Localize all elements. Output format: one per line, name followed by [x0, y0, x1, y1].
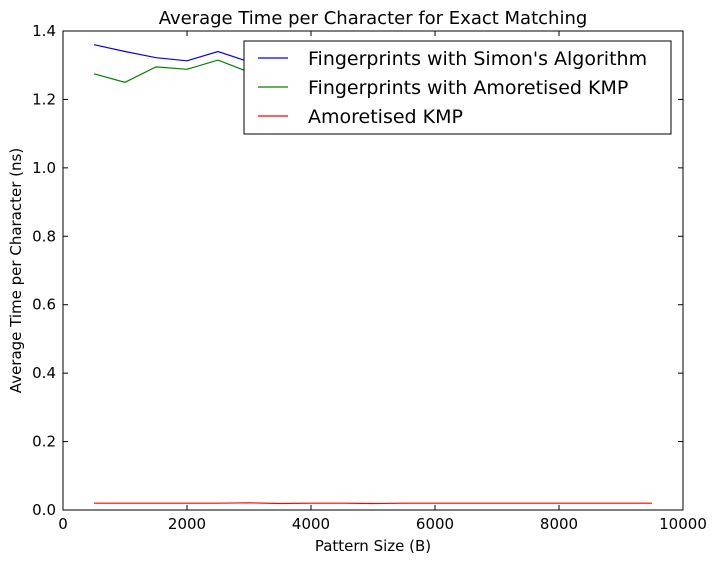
- y-tick-label: 0.2: [32, 433, 56, 451]
- legend-label-2: Fingerprints with Amoretised KMP: [308, 77, 628, 99]
- x-tick-label: 0: [58, 515, 68, 533]
- y-axis-label: Average Time per Character (ns): [7, 148, 25, 393]
- y-tick-label: 0.8: [32, 227, 56, 245]
- y-tick-label: 1.2: [32, 90, 56, 108]
- x-axis-ticks: 0 2000 4000 6000 8000 10000: [58, 31, 707, 533]
- plot-frame: [62, 30, 684, 511]
- legend: Fingerprints with Simon's Algorithm Finge…: [243, 40, 672, 135]
- y-tick-label: 0.6: [32, 296, 56, 314]
- x-tick-label: 8000: [540, 515, 578, 533]
- x-tick-label: 6000: [416, 515, 454, 533]
- chart-title: Average Time per Character for Exact Mat…: [159, 8, 588, 29]
- y-tick-label: 1.4: [32, 22, 56, 40]
- y-tick-label: 0.0: [32, 501, 56, 519]
- legend-label-1: Fingerprints with Simon's Algorithm: [308, 48, 647, 70]
- x-axis-label: Pattern Size (B): [315, 537, 431, 555]
- legend-box: [243, 40, 672, 135]
- y-axis-ticks: 0.0 0.2 0.4 0.6 0.8 1.0 1.2 1.4: [32, 22, 683, 519]
- legend-label-3: Amoretised KMP: [308, 106, 463, 128]
- y-tick-label: 1.0: [32, 159, 56, 177]
- x-tick-label: 10000: [659, 515, 707, 533]
- y-tick-label: 0.4: [32, 364, 56, 382]
- x-tick-label: 2000: [168, 515, 206, 533]
- x-tick-label: 4000: [292, 515, 330, 533]
- series-line-3: [94, 502, 652, 505]
